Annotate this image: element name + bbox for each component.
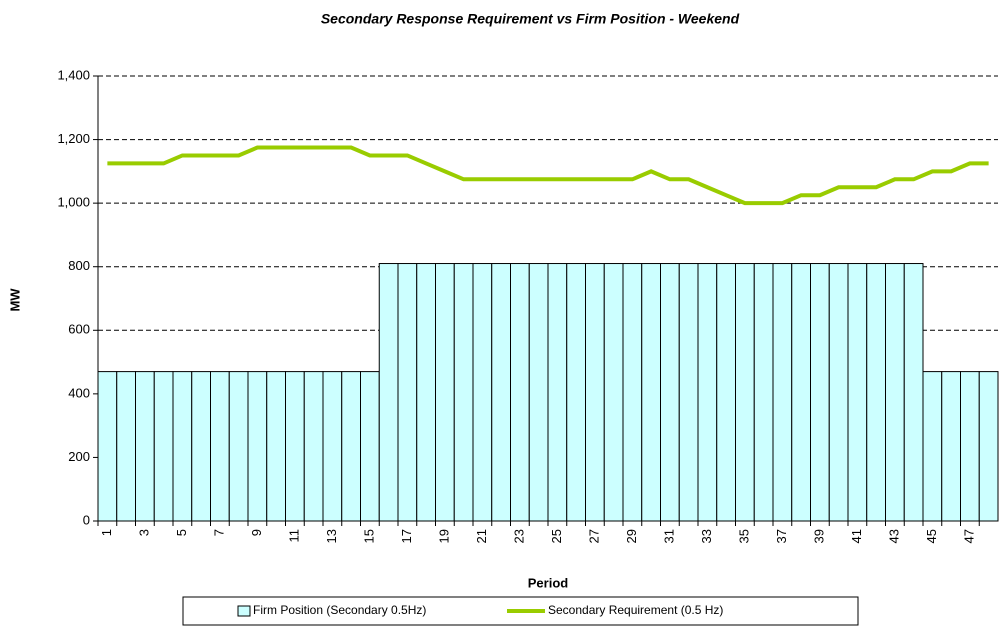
bar (885, 263, 905, 522)
x-tick-label: 29 (624, 529, 639, 543)
x-tick-label: 7 (211, 529, 226, 536)
bar (641, 263, 661, 522)
bar (678, 263, 699, 522)
x-tick-label: 11 (286, 529, 301, 543)
y-tick-label: 400 (68, 385, 90, 400)
y-tick-label: 600 (68, 322, 90, 337)
bar (322, 371, 343, 522)
legend-swatch (237, 605, 251, 617)
line (107, 145, 989, 206)
x-tick-label: 33 (699, 529, 714, 543)
x-tick-label: 23 (511, 529, 526, 543)
bar (922, 371, 943, 522)
bar (397, 263, 418, 522)
bar (172, 371, 193, 522)
bar (210, 371, 230, 522)
bar (735, 263, 755, 522)
bar (341, 371, 361, 522)
bar (941, 371, 961, 522)
bar (116, 371, 136, 522)
bar (228, 371, 249, 522)
bar (566, 263, 586, 522)
bar (903, 263, 924, 522)
y-tick-label: 800 (68, 258, 90, 273)
x-tick-label: 13 (324, 529, 339, 543)
bar (622, 263, 643, 522)
bar (97, 371, 118, 522)
x-tick-label: 25 (549, 529, 564, 543)
x-tick-label: 21 (474, 529, 489, 543)
x-axis-title: Period (528, 575, 569, 590)
bar (453, 263, 474, 522)
bar (285, 371, 305, 522)
legend-label: Firm Position (Secondary 0.5Hz) (253, 603, 426, 617)
x-tick-label: 5 (174, 529, 189, 536)
bar (828, 263, 849, 522)
bar (810, 263, 830, 522)
x-tick-label: 43 (886, 529, 901, 543)
y-tick-label: 1,400 (57, 67, 90, 82)
bar (866, 263, 886, 522)
y-tick-label: 1,000 (57, 195, 90, 210)
bar (528, 263, 549, 522)
bar (510, 263, 530, 522)
bar (660, 263, 680, 522)
bar (360, 371, 380, 522)
bar (491, 263, 511, 522)
bar (697, 263, 718, 522)
bar (472, 263, 493, 522)
bar (960, 371, 980, 522)
bar (191, 371, 211, 522)
bar (791, 263, 811, 522)
bar (303, 371, 324, 522)
bar (978, 371, 999, 522)
x-tick-label: 1 (99, 529, 114, 536)
y-tick-label: 1,200 (57, 131, 90, 146)
x-tick-label: 39 (811, 529, 826, 543)
bar (847, 263, 868, 522)
bar (603, 263, 624, 522)
x-tick-label: 31 (661, 529, 676, 543)
legend-label: Secondary Requirement (0.5 Hz) (548, 603, 723, 617)
y-tick-label: 200 (68, 449, 90, 464)
bar (753, 263, 774, 522)
x-tick-label: 45 (924, 529, 939, 543)
chart-title: Secondary Response Requirement vs Firm P… (321, 11, 740, 27)
bar (416, 263, 436, 522)
x-tick-label: 9 (249, 529, 264, 536)
x-tick-label: 35 (736, 529, 751, 543)
x-tick-label: 17 (399, 529, 414, 543)
x-tick-label: 27 (586, 529, 601, 543)
x-tick-label: 3 (136, 529, 151, 536)
bar (378, 263, 399, 522)
bar (247, 371, 268, 522)
bar (135, 371, 155, 522)
bar (266, 371, 286, 522)
x-tick-label: 19 (436, 529, 451, 543)
bar (772, 263, 793, 522)
x-tick-label: 37 (774, 529, 789, 543)
bar (435, 263, 455, 522)
bar (547, 263, 568, 522)
x-tick-label: 15 (361, 529, 376, 543)
y-axis-title: MW (7, 288, 22, 312)
bar (585, 263, 605, 522)
x-tick-label: 41 (849, 529, 864, 543)
x-tick-label: 47 (961, 529, 976, 543)
bar (153, 371, 174, 522)
bar (716, 263, 736, 522)
y-tick-label: 0 (83, 512, 90, 527)
